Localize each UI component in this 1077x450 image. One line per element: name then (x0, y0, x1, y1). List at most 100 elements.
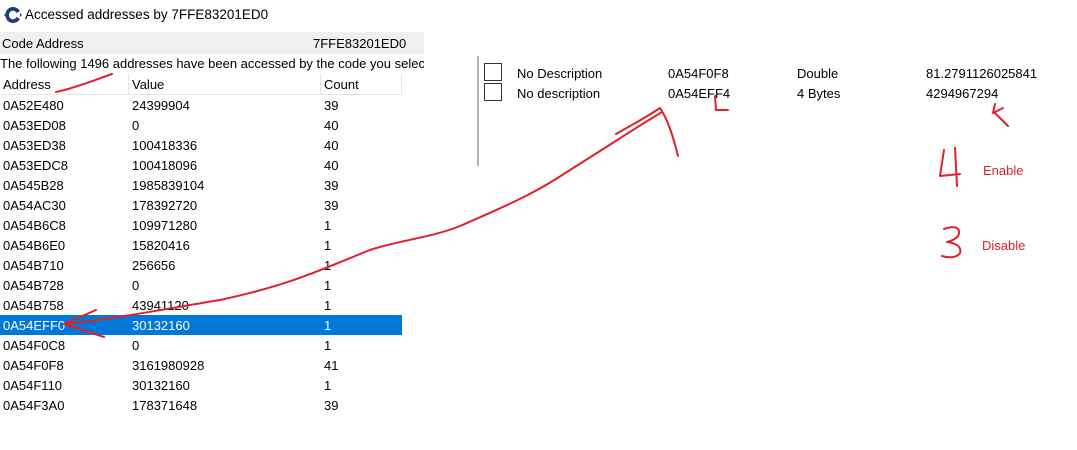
row-value: 0 (132, 338, 140, 353)
column-divider[interactable] (128, 74, 129, 94)
list-row[interactable]: 0A54B6E0 15820416 1 (0, 235, 402, 255)
list-row[interactable]: 0A54B758 43941120 1 (0, 295, 402, 315)
entry-value: 81.2791126025841 (926, 66, 1038, 81)
row-address: 0A54B758 (3, 298, 64, 313)
info-line: The following 1496 addresses have been a… (0, 55, 424, 72)
entry-description: No description (517, 86, 601, 101)
row-count: 39 (324, 178, 339, 193)
handwritten-4 (939, 147, 961, 187)
row-count: 1 (324, 318, 332, 333)
column-divider[interactable] (320, 74, 321, 94)
accessed-addresses-window: Accessed addresses by 7FFE83201ED0 Code … (0, 0, 424, 450)
code-address-value: 7FFE83201ED0 (313, 36, 407, 51)
row-count: 40 (324, 118, 339, 133)
list-row[interactable]: 0A52E480 24399904 39 (0, 95, 402, 115)
accessed-address-list: 0A52E480 24399904 39 0A53ED08 0 40 0A53ED38 1… (0, 95, 402, 415)
row-count: 39 (324, 198, 339, 213)
row-count: 41 (324, 358, 339, 373)
list-row[interactable]: 0A54B710 256656 1 (0, 255, 402, 275)
list-row[interactable]: 0A54F0F8 3161980928 41 (0, 355, 402, 375)
disable-label: Disable (982, 238, 1025, 253)
row-count: 1 (324, 338, 332, 353)
row-address: 0A52E480 (3, 98, 64, 113)
cheat-engine-icon (4, 6, 22, 23)
row-value: 1985839104 (132, 178, 205, 193)
list-row[interactable]: 0A53EDC8 100418096 40 (0, 155, 402, 175)
activate-checkbox[interactable] (484, 83, 502, 101)
row-value: 100418336 (132, 138, 198, 153)
row-address: 0A54B728 (3, 278, 64, 293)
row-address: 0A545B28 (3, 178, 64, 193)
column-divider[interactable] (401, 74, 402, 94)
row-value: 30132160 (132, 318, 190, 333)
row-value: 15820416 (132, 238, 190, 253)
row-value: 30132160 (132, 378, 190, 393)
list-row[interactable]: 0A53ED38 100418336 40 (0, 135, 402, 155)
table-divider (477, 56, 479, 166)
entry-type: Double (797, 66, 839, 81)
row-count: 39 (324, 98, 339, 113)
row-value: 24399904 (132, 98, 190, 113)
entry-address: 0A54F0F8 (668, 66, 729, 81)
row-count: 1 (324, 378, 332, 393)
arrow-head-right (615, 107, 679, 157)
cheat-table-row[interactable]: No Description 0A54F0F8 Double 81.279112… (484, 63, 1044, 83)
row-value: 0 (132, 278, 140, 293)
row-address: 0A54B6E0 (3, 238, 66, 253)
entry-type: 4 Bytes (797, 86, 841, 101)
list-row[interactable]: 0A54AC30 178392720 39 (0, 195, 402, 215)
list-row-selected[interactable]: 0A54EFF0 30132160 1 (0, 315, 402, 335)
row-value: 109971280 (132, 218, 198, 233)
row-address: 0A54B710 (3, 258, 64, 273)
cheat-table-row[interactable]: No description 0A54EFF4 4 Bytes 42949672… (484, 83, 1044, 103)
row-value: 0 (132, 118, 140, 133)
activate-checkbox[interactable] (484, 63, 502, 81)
row-value: 256656 (132, 258, 176, 273)
code-address-row: Code Address 7FFE83201ED0 (0, 32, 424, 54)
list-row[interactable]: 0A54B6C8 109971280 1 (0, 215, 402, 235)
column-header-count[interactable]: Count (324, 77, 359, 92)
list-row[interactable]: 0A545B28 1985839104 39 (0, 175, 402, 195)
row-count: 1 (324, 238, 332, 253)
row-address: 0A54F0F8 (3, 358, 64, 373)
row-address: 0A54F110 (3, 378, 63, 393)
list-header: Address Value Count (0, 74, 402, 95)
row-value: 178371648 (132, 398, 198, 413)
row-value: 3161980928 (132, 358, 205, 373)
row-address: 0A54F3A0 (3, 398, 65, 413)
row-count: 40 (324, 158, 339, 173)
entry-address: 0A54EFF4 (668, 86, 731, 101)
list-row[interactable]: 0A54F110 30132160 1 (0, 375, 402, 395)
row-count: 39 (324, 398, 339, 413)
row-count: 40 (324, 138, 339, 153)
list-row[interactable]: 0A54F3A0 178371648 39 (0, 395, 402, 415)
row-count: 1 (324, 258, 332, 273)
code-address-field[interactable] (84, 33, 424, 53)
row-address: 0A53EDC8 (3, 158, 69, 173)
handwritten-3 (941, 226, 962, 259)
list-row[interactable]: 0A53ED08 0 40 (0, 115, 402, 135)
list-row[interactable]: 0A54B728 0 1 (0, 275, 402, 295)
row-count: 1 (324, 298, 332, 313)
small-arrow (992, 103, 1009, 127)
window-title: Accessed addresses by 7FFE83201ED0 (25, 7, 269, 22)
row-count: 1 (324, 218, 332, 233)
column-header-address[interactable]: Address (3, 77, 51, 92)
column-header-value[interactable]: Value (132, 77, 165, 92)
title-bar[interactable]: Accessed addresses by 7FFE83201ED0 (0, 0, 424, 30)
row-address: 0A54AC30 (3, 198, 66, 213)
list-row[interactable]: 0A54F0C8 0 1 (0, 335, 402, 355)
row-value: 178392720 (132, 198, 198, 213)
enable-label: Enable (983, 163, 1023, 178)
row-count: 1 (324, 278, 332, 293)
row-address: 0A54F0C8 (3, 338, 66, 353)
row-value: 100418096 (132, 158, 198, 173)
row-value: 43941120 (132, 298, 189, 313)
row-address: 0A54EFF0 (3, 318, 66, 333)
row-address: 0A54B6C8 (3, 218, 66, 233)
entry-description: No Description (517, 66, 603, 81)
entry-value: 4294967294 (926, 86, 999, 101)
row-address: 0A53ED38 (3, 138, 66, 153)
row-address: 0A53ED08 (3, 118, 66, 133)
info-text: The following 1496 addresses have been a… (0, 56, 424, 71)
